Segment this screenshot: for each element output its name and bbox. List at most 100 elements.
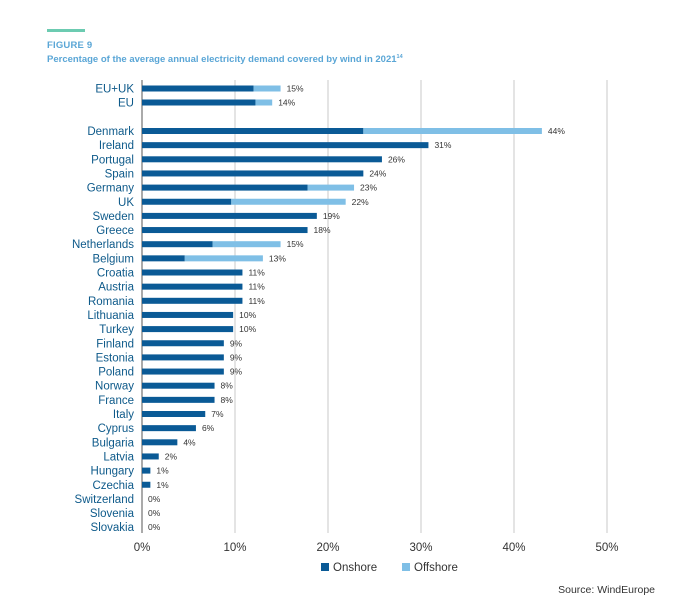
data-label: 8% [221, 395, 234, 405]
data-label: 11% [248, 296, 265, 306]
data-label: 0% [148, 494, 161, 504]
category-label: EU+UK [95, 84, 134, 96]
onshore-bar [142, 354, 224, 361]
category-label: Poland [98, 367, 134, 379]
category-label: Hungary [91, 466, 135, 478]
onshore-bar [142, 99, 256, 106]
onshore-bar [142, 241, 213, 248]
onshore-bar [142, 297, 243, 304]
category-label: Estonia [96, 352, 135, 364]
category-label: France [98, 395, 134, 407]
data-label: 18% [314, 225, 331, 235]
x-tick-label: 30% [409, 542, 432, 554]
category-label: Bulgaria [92, 437, 135, 449]
category-labels: EU+UK EU Denmark Ireland Portugal Spain German… [72, 84, 135, 535]
onshore-bar [142, 156, 382, 163]
x-tick-label: 50% [595, 542, 618, 554]
category-label: Slovenia [90, 508, 135, 520]
legend-onshore-label: Onshore [333, 562, 377, 574]
category-label: Germany [87, 183, 135, 195]
category-label: Slovakia [91, 522, 135, 534]
category-label: Denmark [87, 126, 134, 138]
accent-line [47, 29, 85, 32]
offshore-bar [212, 241, 281, 248]
data-label: 9% [230, 352, 243, 362]
x-tick-label: 20% [316, 542, 339, 554]
figure-title-text: Percentage of the average annual electri… [47, 54, 397, 66]
category-label: EU [118, 98, 134, 110]
onshore-bar [142, 283, 243, 290]
category-label: Latvia [103, 451, 134, 463]
data-label: 11% [248, 282, 265, 292]
offshore-bar [253, 85, 281, 92]
onshore-bar [142, 227, 308, 234]
legend-offshore-label: Offshore [414, 562, 458, 574]
data-label: 10% [239, 324, 256, 334]
category-label: Belgium [92, 253, 134, 265]
data-label: 11% [248, 268, 265, 278]
data-label: 15% [287, 84, 304, 94]
onshore-bar [142, 184, 308, 191]
data-label: 6% [202, 423, 215, 433]
onshore-bar [142, 368, 224, 375]
onshore-bar [142, 198, 232, 205]
onshore-bar [142, 481, 151, 488]
data-label: 19% [323, 211, 340, 221]
category-label: Norway [95, 381, 134, 393]
category-label: Spain [105, 168, 134, 180]
data-label: 9% [230, 338, 243, 348]
x-tick-label: 40% [502, 542, 525, 554]
data-label: 23% [360, 183, 377, 193]
onshore-bar [142, 411, 206, 417]
legend-offshore-swatch [402, 563, 410, 571]
category-label: Austria [98, 282, 134, 294]
offshore-bar [231, 198, 346, 205]
x-tick-label: 10% [223, 542, 246, 554]
data-label: 2% [165, 451, 178, 461]
category-label: Finland [96, 338, 134, 350]
onshore-bar [142, 255, 185, 262]
offshore-bar [307, 184, 355, 191]
onshore-bar [142, 326, 234, 333]
data-label: 0% [148, 522, 161, 532]
x-tick-labels: 0% 10% 20% 30% 40% 50% [134, 542, 619, 554]
data-label: 13% [269, 253, 286, 263]
onshore-bar [142, 269, 243, 276]
data-label: 1% [156, 466, 169, 476]
bars-layer [142, 85, 542, 488]
category-label: Turkey [99, 324, 134, 336]
offshore-bar [363, 128, 542, 134]
data-label: 8% [221, 381, 234, 391]
value-labels: 15%14%44%31%26%24%23%22%19%18%15%13%11%1… [148, 84, 565, 533]
onshore-bar [142, 170, 364, 177]
category-label: Portugal [91, 154, 134, 166]
offshore-bar [184, 255, 263, 262]
onshore-bar [142, 425, 196, 432]
data-label: 24% [369, 168, 386, 178]
onshore-bar [142, 212, 317, 219]
onshore-bar [142, 311, 234, 318]
category-label: Croatia [97, 268, 135, 280]
data-label: 10% [239, 310, 256, 320]
category-label: Romania [88, 296, 135, 308]
onshore-bar [142, 382, 215, 389]
data-label: 15% [287, 239, 304, 249]
data-label: 31% [434, 140, 451, 150]
category-label: Sweden [92, 211, 134, 223]
legend: Onshore Offshore [321, 562, 458, 574]
onshore-bar [142, 340, 224, 347]
category-label: Czechia [92, 480, 134, 492]
category-label: Italy [113, 409, 134, 421]
figure-label: FIGURE 9 [47, 40, 93, 51]
onshore-bar [142, 453, 159, 460]
category-label: Switzerland [75, 494, 134, 506]
data-label: 4% [183, 437, 196, 447]
data-label: 0% [148, 508, 161, 518]
onshore-bar [142, 142, 429, 149]
category-label: Lithuania [87, 310, 134, 322]
data-label: 26% [388, 154, 405, 164]
data-label: 44% [548, 126, 565, 136]
onshore-bar [142, 85, 254, 92]
category-label: Cyprus [98, 423, 135, 435]
